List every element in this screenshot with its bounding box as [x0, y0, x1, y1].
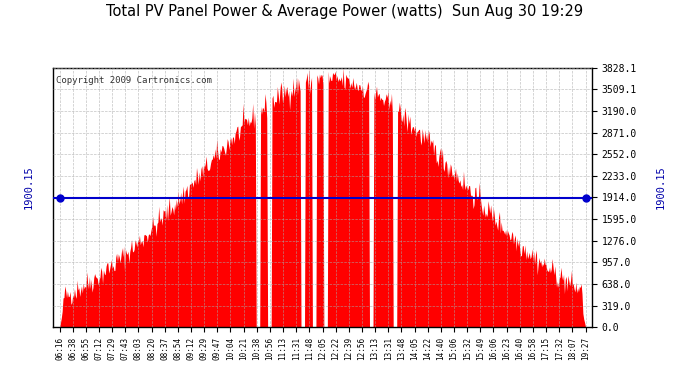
Text: 1900.15: 1900.15 — [656, 166, 665, 209]
Text: Total PV Panel Power & Average Power (watts)  Sun Aug 30 19:29: Total PV Panel Power & Average Power (wa… — [106, 4, 584, 19]
Text: Copyright 2009 Cartronics.com: Copyright 2009 Cartronics.com — [56, 75, 212, 84]
Text: 1900.15: 1900.15 — [24, 166, 34, 209]
